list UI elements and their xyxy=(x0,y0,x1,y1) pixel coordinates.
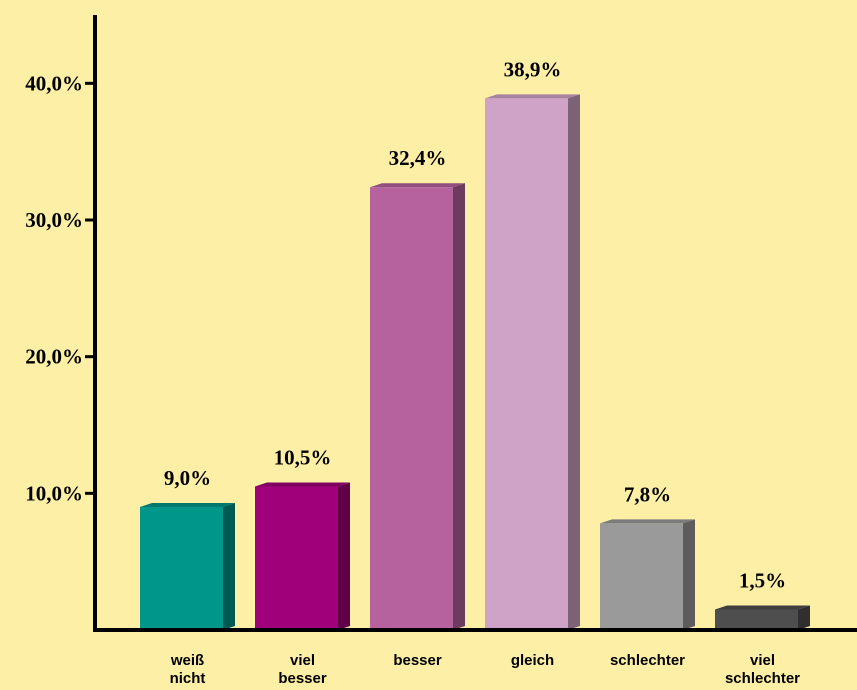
x-tick-label-line: besser xyxy=(393,652,442,669)
bar-top xyxy=(140,503,235,507)
x-tick-label: weiß nicht xyxy=(170,652,206,687)
y-tick-label: 30,0% xyxy=(25,208,83,232)
x-tick-label: gleich xyxy=(511,652,554,669)
bar-side xyxy=(338,482,350,630)
bar xyxy=(370,187,453,630)
x-tick-label-line: schlechter xyxy=(610,652,685,669)
y-tick-label: 10,0% xyxy=(25,481,83,505)
bar xyxy=(600,523,683,630)
x-tick-label: viel besser xyxy=(278,652,327,687)
bar-top xyxy=(255,482,350,487)
x-tick-label-line: viel xyxy=(750,652,775,669)
bar xyxy=(255,486,338,630)
value-label: 9,0% xyxy=(164,466,211,490)
bar-top xyxy=(715,605,810,610)
y-tick-label: 40,0% xyxy=(25,71,83,95)
x-tick-label: schlechter xyxy=(610,652,685,669)
value-label: 32,4% xyxy=(389,146,447,170)
value-label: 10,5% xyxy=(274,446,332,470)
bar-side xyxy=(453,183,465,630)
bar-top xyxy=(485,94,580,99)
bar-side xyxy=(683,519,695,630)
x-tick-label-line: viel xyxy=(290,652,315,669)
x-tick-label-line: gleich xyxy=(511,652,554,669)
x-tick-label-line: schlechter xyxy=(725,670,800,687)
x-tick-label-line: besser xyxy=(278,670,327,687)
value-label: 7,8% xyxy=(624,482,671,506)
bar-side xyxy=(568,94,580,630)
x-tick-label: viel schlechter xyxy=(725,652,800,687)
bar xyxy=(140,507,223,630)
value-label: 38,9% xyxy=(504,57,562,81)
bar xyxy=(485,98,568,630)
bar-top xyxy=(600,519,695,524)
bar-side xyxy=(223,503,235,630)
bar-side xyxy=(798,605,810,630)
x-tick-label: besser xyxy=(393,652,442,669)
x-tick-label-line: weiß xyxy=(170,652,204,669)
bar xyxy=(715,609,798,630)
value-label: 1,5% xyxy=(739,569,786,593)
bar-top xyxy=(370,183,465,188)
x-tick-label-line: nicht xyxy=(170,670,206,687)
y-tick-label: 20,0% xyxy=(25,345,83,369)
